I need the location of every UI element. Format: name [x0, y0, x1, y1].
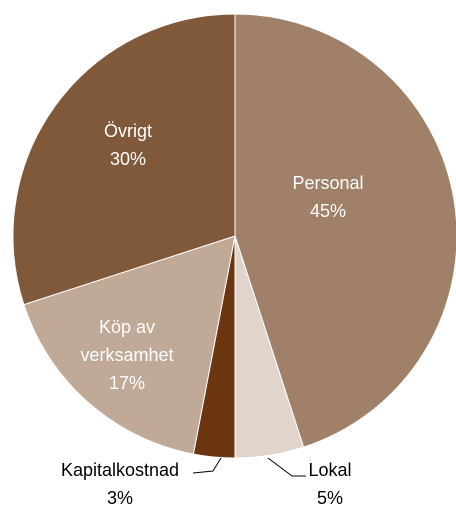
value-label: 5% — [316, 488, 343, 508]
pie-slice — [12, 13, 236, 306]
slice-label: Övrigt 30% — [68, 117, 188, 173]
value-label: 17% — [108, 373, 146, 393]
category-label: Personal — [292, 173, 364, 193]
value-label: 3% — [106, 488, 133, 508]
category-label: Köp av verksamhet — [80, 317, 174, 365]
category-label: Lokal — [308, 460, 352, 480]
pie-slice — [23, 235, 236, 455]
pie-slice — [234, 13, 456, 448]
leader-line — [267, 457, 306, 477]
value-label: 45% — [309, 201, 347, 221]
slice-label: Personal 45% — [268, 169, 388, 225]
leader-line — [192, 457, 222, 474]
value-label: 30% — [109, 149, 147, 169]
category-label: Övrigt — [103, 121, 152, 141]
slice-label: Kapitalkostnad 3% — [30, 456, 210, 509]
slice-label: Köp av verksamhet 17% — [67, 313, 187, 397]
slice-label: Lokal 5% — [290, 456, 370, 509]
category-label: Kapitalkostnad — [60, 460, 180, 480]
